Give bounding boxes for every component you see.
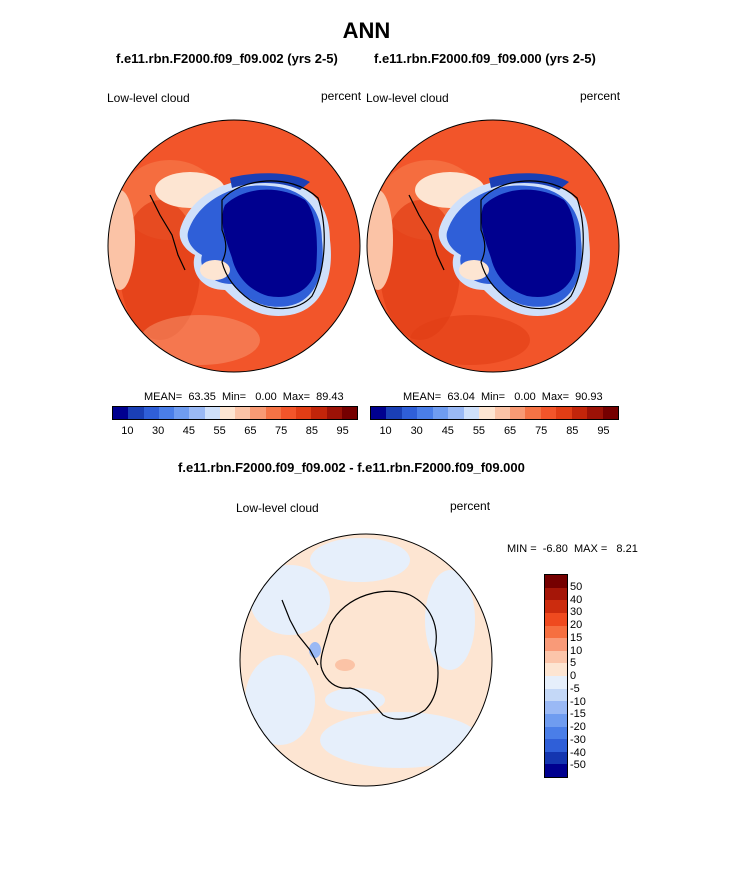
left-colorbar xyxy=(112,406,358,420)
left-colorbar-swatch xyxy=(189,407,205,419)
right-units-label: percent xyxy=(580,89,621,103)
left-variable-label: Low-level cloud xyxy=(107,91,190,105)
right-colorbar-swatch xyxy=(509,407,526,419)
left-colorbar-swatch xyxy=(128,407,144,419)
left-colorbar-swatch xyxy=(143,407,159,419)
diff-colorbar-tick-label: -20 xyxy=(570,721,586,733)
diff-colorbar-tick-label: 0 xyxy=(570,670,577,682)
diff-colorbar-tick-label: -5 xyxy=(570,682,580,695)
right-colorbar-tick-label: 10 xyxy=(379,425,392,437)
left-colorbar-swatch xyxy=(250,407,266,419)
diff-colorbar-tick-label: 15 xyxy=(570,631,583,644)
diff-colorbar-swatch xyxy=(545,663,567,676)
diff-units-label: percent xyxy=(450,499,491,513)
right-colorbar-swatch xyxy=(587,407,603,419)
diff-colorbar-swatch xyxy=(545,612,567,626)
diff-colorbar-swatch xyxy=(545,713,567,727)
right-colorbar-swatch xyxy=(571,407,588,419)
left-colorbar-swatch xyxy=(296,407,312,419)
diff-colorbar-tick-label: 40 xyxy=(570,593,583,606)
diff-colorbar xyxy=(544,574,568,778)
left-colorbar-swatch xyxy=(235,407,251,419)
right-stats: MEAN= 63.04 Min= 0.00 Max= 90.93 xyxy=(403,391,603,403)
diff-colorbar-tick-label: -40 xyxy=(570,746,586,759)
right-case-title: f.e11.rbn.F2000.f09_f09.000 (yrs 2-5) xyxy=(374,51,596,66)
diff-colorbar-tick-label: 30 xyxy=(570,606,583,619)
right-colorbar-swatch xyxy=(417,407,433,419)
figure-title: ANN xyxy=(342,18,391,43)
right-colorbar-tick-label: 95 xyxy=(597,425,610,437)
right-colorbar-swatch xyxy=(448,407,464,419)
left-units-label: percent xyxy=(321,89,362,103)
right-colorbar-swatch xyxy=(540,407,557,419)
diff-colorbar-swatch xyxy=(545,676,567,689)
left-colorbar-tick-label: 95 xyxy=(336,425,349,437)
right-colorbar-tick-label: 85 xyxy=(566,425,579,437)
right-variable-label: Low-level cloud xyxy=(366,91,449,105)
right-colorbar-swatch xyxy=(602,407,618,419)
diff-colorbar-swatch xyxy=(545,575,567,588)
diff-colorbar-tick-label: 50 xyxy=(570,580,583,593)
diff-colorbar-swatch xyxy=(545,764,567,777)
left-colorbar-tick-label: 45 xyxy=(182,425,195,437)
left-colorbar-swatch xyxy=(219,407,235,419)
left-colorbar-swatch xyxy=(341,407,357,419)
left-colorbar-tick-label: 10 xyxy=(121,425,134,437)
right-colorbar-tick-label: 75 xyxy=(535,425,548,437)
diff-colorbar-swatch xyxy=(545,600,567,613)
right-colorbar-swatch xyxy=(479,407,495,419)
right-colorbar xyxy=(370,406,619,420)
diff-colorbar-tick-label: -30 xyxy=(570,733,586,746)
left-colorbar-swatch xyxy=(311,407,327,419)
right-colorbar-swatch xyxy=(386,407,402,419)
left-colorbar-swatch xyxy=(265,407,281,419)
diff-colorbar-swatch xyxy=(545,726,567,740)
right-colorbar-swatch xyxy=(371,407,387,419)
right-colorbar-tick-label: 30 xyxy=(410,425,423,437)
left-colorbar-tick-label: 30 xyxy=(152,425,165,437)
diff-title: f.e11.rbn.F2000.f09_f09.002 - f.e11.rbn.… xyxy=(178,460,525,475)
diff-colorbar-tick-label: 20 xyxy=(570,619,583,631)
right-colorbar-swatch xyxy=(525,407,541,419)
diff-colorbar-tick-label: 10 xyxy=(570,644,583,657)
left-colorbar-tick-label: 65 xyxy=(244,425,257,437)
right-colorbar-swatch xyxy=(432,407,449,419)
right-colorbar-swatch xyxy=(463,407,480,419)
right-colorbar-tick-label: 45 xyxy=(441,425,454,437)
diff-colorbar-swatch xyxy=(545,625,567,639)
left-colorbar-swatch xyxy=(158,407,174,419)
diff-colorbar-tick-label: -15 xyxy=(570,708,586,721)
left-case-title: f.e11.rbn.F2000.f09_f09.002 (yrs 2-5) xyxy=(116,51,338,66)
right-colorbar-swatch xyxy=(494,407,510,419)
right-colorbar-swatch xyxy=(556,407,572,419)
left-stats: MEAN= 63.35 Min= 0.00 Max= 89.43 xyxy=(144,391,344,403)
right-colorbar-tick-label: 65 xyxy=(503,425,517,437)
diff-colorbar-swatch xyxy=(545,587,567,601)
left-colorbar-swatch xyxy=(174,407,190,419)
diff-colorbar-tick-label: -10 xyxy=(570,695,586,708)
diff-colorbar-swatch xyxy=(545,638,567,651)
left-colorbar-swatch xyxy=(326,407,342,419)
left-colorbar-tick-label: 55 xyxy=(213,425,226,437)
right-colorbar-swatch xyxy=(401,407,418,419)
diff-colorbar-swatch xyxy=(545,650,567,664)
diff-colorbar-swatch xyxy=(545,751,567,765)
left-colorbar-tick-label: 85 xyxy=(305,425,318,437)
diff-colorbar-swatch xyxy=(545,701,567,714)
right-colorbar-tick-label: 55 xyxy=(472,425,486,437)
diff-colorbar-tick-label: -50 xyxy=(570,759,586,772)
left-colorbar-swatch xyxy=(113,407,129,419)
diff-colorbar-swatch xyxy=(545,739,567,752)
left-colorbar-swatch xyxy=(204,407,220,419)
left-colorbar-swatch xyxy=(280,407,296,419)
left-colorbar-tick-label: 75 xyxy=(275,425,288,437)
diff-variable-label: Low-level cloud xyxy=(236,501,319,515)
diff-colorbar-swatch xyxy=(545,688,567,702)
diff-colorbar-tick-label: 5 xyxy=(570,657,577,670)
diff-minmax: MIN = -6.80 MAX = 8.21 xyxy=(507,543,638,555)
diff-colorbar-ticks: 50 40 30 20 15 10 5 0 -5 -10 -15 -20 -30 -40 -50 xyxy=(570,574,610,778)
